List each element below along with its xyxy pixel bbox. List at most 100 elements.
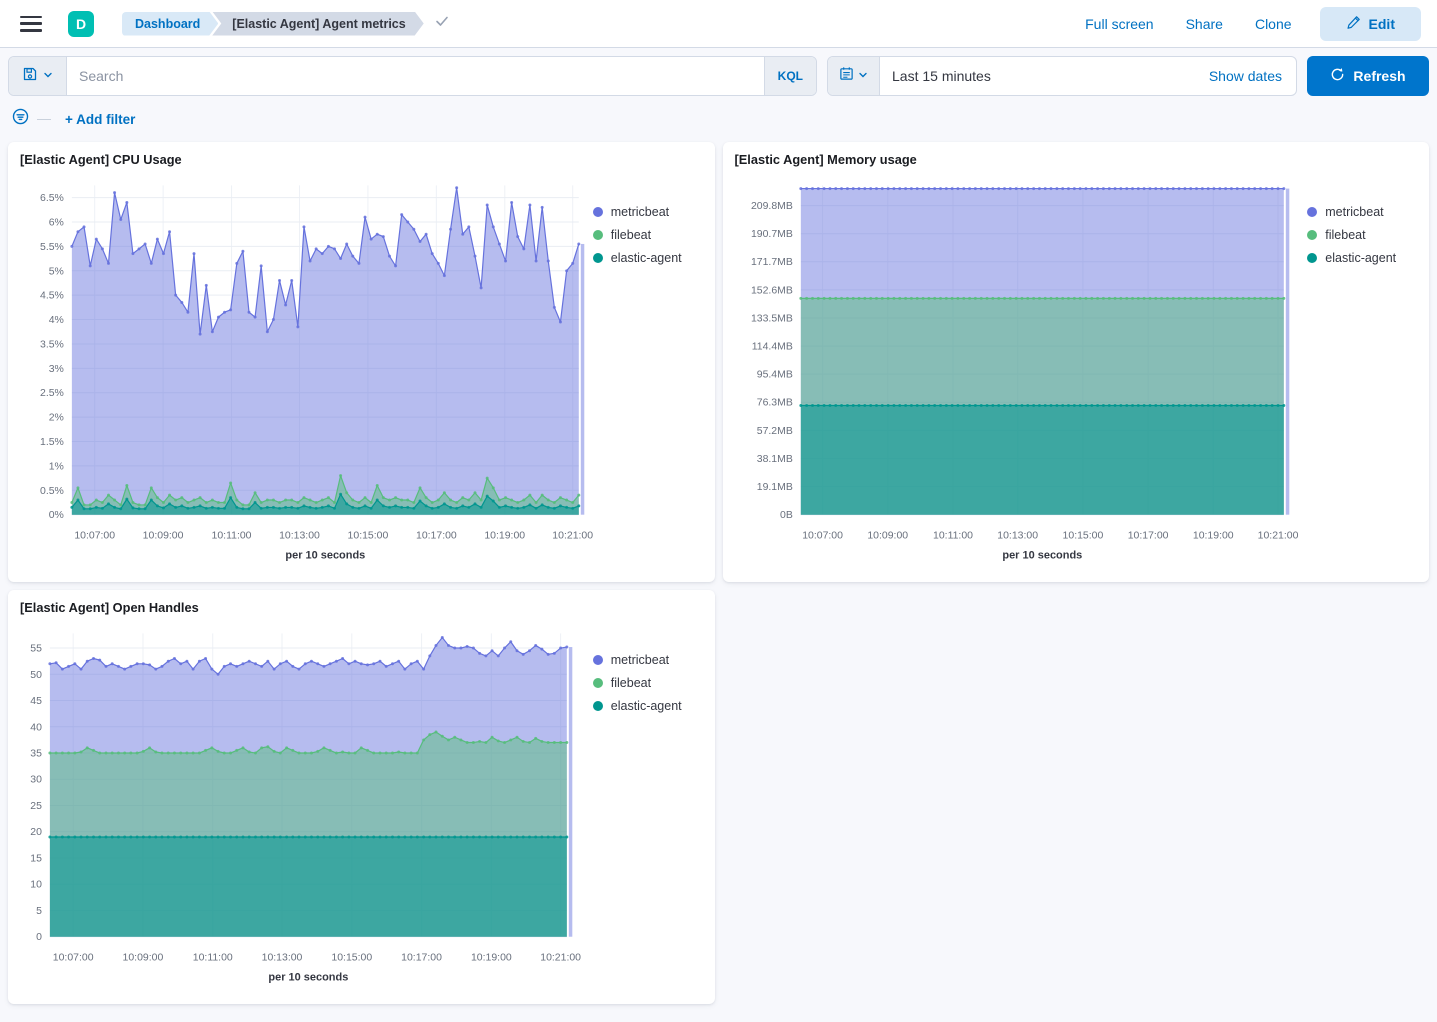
- chevron-down-icon: [43, 67, 53, 85]
- legend-item-metricbeat[interactable]: metricbeat: [1307, 205, 1429, 219]
- memory-usage-chart[interactable]: 0B 19.1MB 38.1MB 57.2MB 76.3MB 95.4MB 114.4MB 1…: [723, 169, 1308, 573]
- kql-badge[interactable]: KQL: [763, 57, 816, 95]
- svg-text:10:21:00: 10:21:00: [540, 953, 581, 964]
- filter-icon[interactable]: [12, 108, 29, 130]
- svg-text:152.6MB: 152.6MB: [750, 285, 792, 296]
- legend-item-elastic-agent[interactable]: elastic-agent: [1307, 251, 1429, 265]
- panel-title: [Elastic Agent] Open Handles: [20, 600, 199, 615]
- edit-button[interactable]: Edit: [1319, 6, 1421, 41]
- svg-text:40: 40: [30, 722, 42, 733]
- svg-text:per 10 seconds: per 10 seconds: [268, 972, 348, 984]
- svg-text:15: 15: [30, 853, 42, 864]
- refresh-button[interactable]: Refresh: [1307, 56, 1429, 96]
- legend-label: filebeat: [610, 676, 652, 690]
- avatar[interactable]: D: [68, 10, 94, 37]
- svg-text:0%: 0%: [49, 510, 64, 521]
- svg-text:10:15:00: 10:15:00: [1062, 531, 1103, 542]
- svg-text:10:09:00: 10:09:00: [867, 531, 908, 542]
- svg-text:10:13:00: 10:13:00: [262, 953, 303, 964]
- svg-text:5%: 5%: [49, 266, 64, 277]
- query-toolbar: KQL Last 15 minutes Show dates Refresh: [0, 48, 1437, 96]
- date-quick-menu-button[interactable]: [828, 57, 880, 95]
- calendar-icon: [839, 66, 854, 86]
- svg-text:3.5%: 3.5%: [40, 339, 64, 350]
- legend-item-filebeat[interactable]: filebeat: [592, 676, 715, 690]
- legend-dot: [592, 230, 603, 240]
- check-icon[interactable]: [434, 13, 450, 34]
- svg-text:10:17:00: 10:17:00: [1127, 531, 1168, 542]
- breadcrumb: Dashboard [Elastic Agent] Agent metrics: [122, 12, 450, 36]
- panel-title: [Elastic Agent] Memory usage: [734, 152, 917, 167]
- open-handles-chart[interactable]: 0 5 10 15 20 25 30 35 40 45 50 55 10:07:00 10:09:00 10…: [8, 617, 593, 995]
- legend-label: filebeat: [1325, 228, 1366, 242]
- saved-query-menu-button[interactable]: [9, 57, 67, 95]
- legend-item-filebeat[interactable]: filebeat: [592, 228, 715, 242]
- svg-text:10:11:00: 10:11:00: [193, 953, 233, 964]
- legend-dot: [1307, 207, 1318, 217]
- svg-text:10:19:00: 10:19:00: [484, 531, 525, 542]
- legend-label: elastic-agent: [610, 251, 682, 265]
- save-icon: [22, 66, 38, 87]
- search-input[interactable]: [67, 68, 764, 84]
- legend-item-elastic-agent[interactable]: elastic-agent: [592, 699, 715, 713]
- svg-text:25: 25: [30, 801, 42, 812]
- legend-dot: [592, 207, 603, 217]
- chart-legend: metricbeat filebeat elastic-agent: [592, 169, 715, 573]
- legend-dot: [1307, 230, 1318, 240]
- svg-text:171.7MB: 171.7MB: [750, 257, 792, 268]
- legend-item-elastic-agent[interactable]: elastic-agent: [592, 251, 715, 265]
- legend-item-metricbeat[interactable]: metricbeat: [592, 205, 715, 219]
- svg-text:133.5MB: 133.5MB: [750, 314, 792, 325]
- top-header: D Dashboard [Elastic Agent] Agent metric…: [0, 0, 1437, 48]
- legend-label: elastic-agent: [1325, 251, 1397, 265]
- svg-text:114.4MB: 114.4MB: [751, 342, 792, 353]
- svg-text:0B: 0B: [780, 510, 793, 521]
- svg-text:30: 30: [30, 775, 42, 786]
- svg-text:10:17:00: 10:17:00: [416, 531, 457, 542]
- legend-dot: [1307, 253, 1318, 263]
- svg-text:10: 10: [30, 880, 42, 891]
- show-dates-link[interactable]: Show dates: [1208, 68, 1282, 84]
- panel-open-handles: [Elastic Agent] Open Handles 0 5 10 15 20 25 3…: [8, 590, 715, 1004]
- svg-text:20: 20: [30, 827, 42, 838]
- svg-text:10:13:00: 10:13:00: [997, 531, 1038, 542]
- svg-text:10:19:00: 10:19:00: [471, 953, 512, 964]
- svg-text:3%: 3%: [49, 364, 64, 375]
- svg-text:76.3MB: 76.3MB: [756, 398, 792, 409]
- panel-memory-usage: [Elastic Agent] Memory usage 0B 19.1MB 38.…: [722, 142, 1429, 582]
- time-range-value[interactable]: Last 15 minutes: [892, 68, 991, 84]
- breadcrumb-current-page: [Elastic Agent] Agent metrics: [212, 12, 423, 36]
- svg-text:per 10 seconds: per 10 seconds: [285, 550, 365, 562]
- svg-text:209.8MB: 209.8MB: [750, 201, 792, 212]
- svg-text:4.5%: 4.5%: [40, 291, 64, 302]
- svg-text:35: 35: [30, 749, 42, 760]
- cpu-usage-chart[interactable]: 0% 0.5% 1% 1.5% 2% 2.5% 3% 3.5% 4% 4.5% 5% 5.5% 6% 6.…: [8, 169, 593, 573]
- svg-text:1%: 1%: [49, 461, 64, 472]
- menu-icon[interactable]: [20, 15, 42, 32]
- svg-text:95.4MB: 95.4MB: [756, 370, 792, 381]
- svg-text:10:15:00: 10:15:00: [331, 953, 372, 964]
- share-link[interactable]: Share: [1185, 15, 1223, 32]
- clone-link[interactable]: Clone: [1254, 15, 1292, 32]
- svg-text:10:09:00: 10:09:00: [143, 531, 184, 542]
- full-screen-link[interactable]: Full screen: [1085, 15, 1154, 32]
- svg-text:190.7MB: 190.7MB: [750, 229, 792, 240]
- breadcrumb-dashboard[interactable]: Dashboard: [122, 12, 218, 36]
- svg-text:6%: 6%: [49, 218, 64, 229]
- dashboard-grid: [Elastic Agent] CPU Usage 0% 0.5% 1% 1.5% 2%…: [0, 134, 1437, 1012]
- legend-dot: [592, 701, 603, 711]
- panel-title: [Elastic Agent] CPU Usage: [20, 152, 182, 167]
- svg-text:10:15:00: 10:15:00: [348, 531, 389, 542]
- svg-text:10:07:00: 10:07:00: [53, 953, 94, 964]
- svg-text:57.2MB: 57.2MB: [756, 426, 792, 437]
- add-filter-link[interactable]: + Add filter: [65, 111, 136, 127]
- legend-dot: [592, 678, 603, 688]
- search-box: KQL: [8, 56, 817, 96]
- chart-legend: metricbeat filebeat elastic-agent: [592, 617, 715, 995]
- legend-label: filebeat: [610, 228, 652, 242]
- chart-legend: metricbeat filebeat elastic-agent: [1307, 169, 1429, 573]
- svg-text:10:21:00: 10:21:00: [1257, 531, 1298, 542]
- legend-dot: [592, 253, 603, 263]
- legend-item-filebeat[interactable]: filebeat: [1307, 228, 1429, 242]
- legend-item-metricbeat[interactable]: metricbeat: [592, 653, 715, 667]
